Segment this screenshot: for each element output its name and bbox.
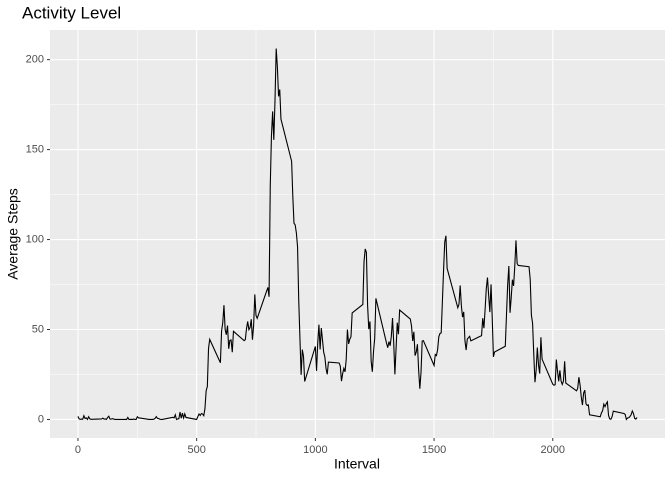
y-tick-label: 200 — [26, 54, 44, 66]
x-tick-label: 1000 — [303, 444, 327, 456]
y-tick-label: 150 — [26, 144, 44, 156]
y-tick-label: 50 — [32, 323, 44, 335]
x-tick-label: 0 — [75, 444, 81, 456]
y-axis-label: Average Steps — [5, 188, 21, 280]
y-tick-label: 0 — [38, 413, 44, 425]
x-tick-label: 500 — [187, 444, 205, 456]
plot-panel — [50, 30, 665, 438]
x-tick-label: 1500 — [422, 444, 446, 456]
data-line — [77, 48, 638, 421]
x-tick-label: 2000 — [541, 444, 565, 456]
x-axis-label: Interval — [334, 456, 380, 472]
y-tick-label: 100 — [26, 233, 44, 245]
chart-title: Activity Level — [22, 3, 121, 22]
